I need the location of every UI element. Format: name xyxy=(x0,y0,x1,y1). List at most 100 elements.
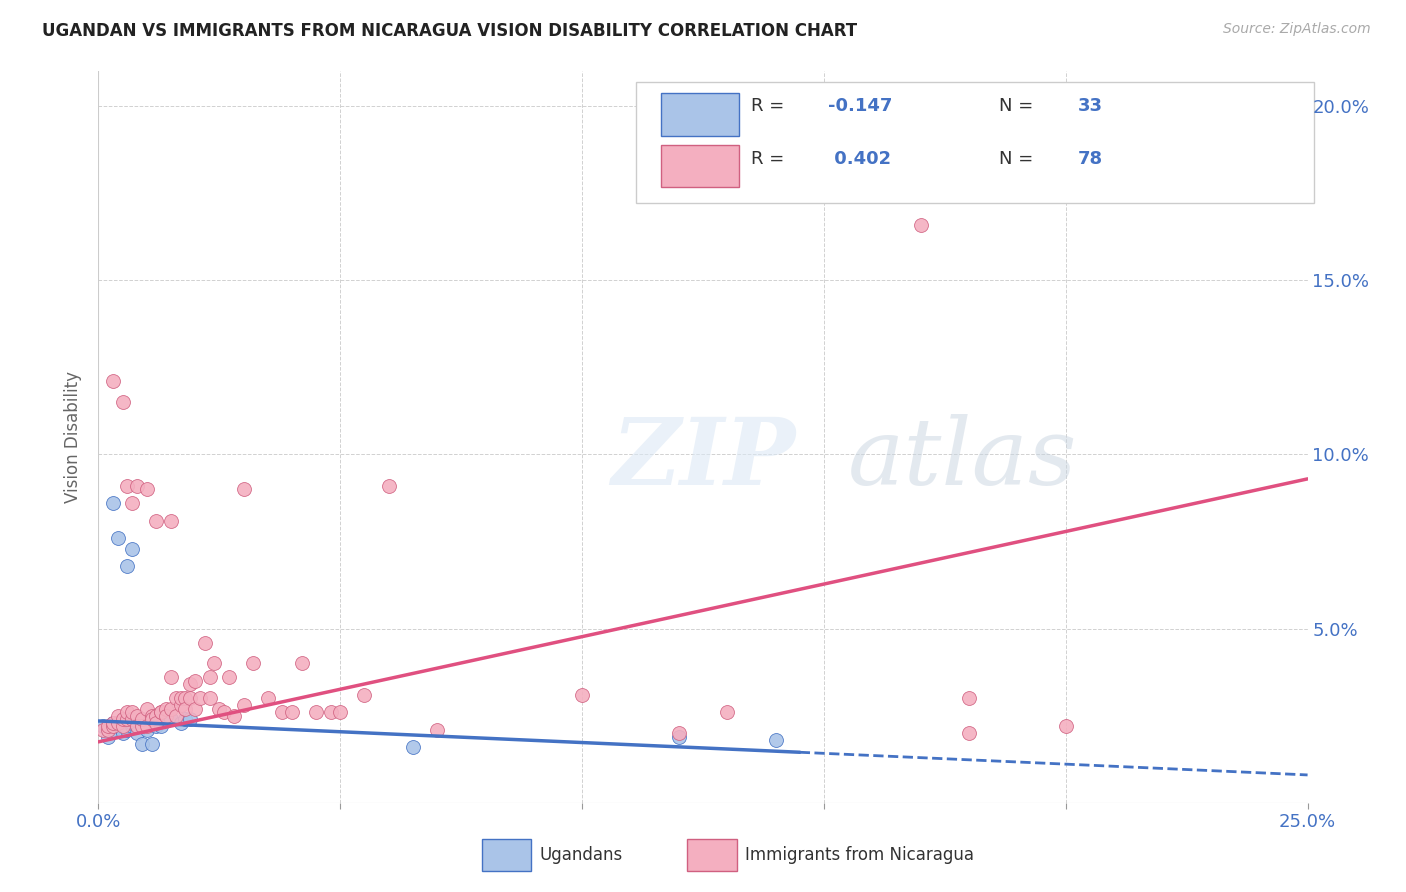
Point xyxy=(174,702,197,716)
Point xyxy=(150,719,173,733)
FancyBboxPatch shape xyxy=(688,838,737,871)
Point xyxy=(716,705,738,719)
Point xyxy=(256,691,278,706)
Point xyxy=(117,479,139,493)
Point xyxy=(111,395,134,409)
Text: atlas: atlas xyxy=(848,414,1077,504)
Text: Ugandans: Ugandans xyxy=(540,846,623,863)
Point xyxy=(97,723,120,737)
Point xyxy=(127,719,149,733)
Point xyxy=(131,719,153,733)
Point xyxy=(97,723,120,737)
Point xyxy=(184,673,207,688)
Point xyxy=(131,712,153,726)
Point xyxy=(145,715,167,730)
Point xyxy=(135,483,157,497)
Point xyxy=(765,733,787,747)
Point xyxy=(155,702,177,716)
Point xyxy=(377,479,399,493)
Point xyxy=(169,715,191,730)
Point xyxy=(179,677,201,691)
Point xyxy=(290,657,312,671)
Point xyxy=(232,698,254,713)
Point xyxy=(141,715,163,730)
Point xyxy=(174,691,197,706)
Point xyxy=(160,514,183,528)
Point xyxy=(141,737,163,751)
Point xyxy=(165,708,187,723)
Point xyxy=(101,723,124,737)
Point xyxy=(117,712,139,726)
Point xyxy=(145,514,167,528)
Point xyxy=(319,705,342,719)
Point xyxy=(121,712,143,726)
Point xyxy=(117,705,139,719)
Point xyxy=(101,715,124,730)
Point xyxy=(198,691,221,706)
Point xyxy=(222,708,245,723)
FancyBboxPatch shape xyxy=(482,838,531,871)
Text: ZIP: ZIP xyxy=(610,414,796,504)
Point xyxy=(135,719,157,733)
Text: R =: R = xyxy=(751,96,790,115)
Point xyxy=(212,705,235,719)
Point xyxy=(571,688,593,702)
Point xyxy=(198,670,221,684)
Point xyxy=(165,691,187,706)
Point xyxy=(101,719,124,733)
Point xyxy=(111,719,134,733)
Point xyxy=(155,708,177,723)
Point xyxy=(127,708,149,723)
Point xyxy=(957,726,980,740)
Point xyxy=(111,712,134,726)
Point xyxy=(121,705,143,719)
Point xyxy=(131,737,153,751)
Y-axis label: Vision Disability: Vision Disability xyxy=(65,371,83,503)
Point xyxy=(668,730,690,744)
Point xyxy=(107,715,129,730)
Point xyxy=(101,715,124,730)
Point xyxy=(329,705,352,719)
Point xyxy=(910,218,932,232)
Text: 0.402: 0.402 xyxy=(828,150,890,168)
Text: N =: N = xyxy=(1000,150,1039,168)
Point xyxy=(169,691,191,706)
Text: 78: 78 xyxy=(1078,150,1102,168)
Point xyxy=(135,702,157,716)
Point xyxy=(97,719,120,733)
Point xyxy=(141,708,163,723)
Point xyxy=(131,719,153,733)
Point xyxy=(208,702,231,716)
Point xyxy=(145,719,167,733)
Point xyxy=(111,726,134,740)
Point xyxy=(121,719,143,733)
Point xyxy=(232,483,254,497)
Point xyxy=(271,705,294,719)
Point xyxy=(111,719,134,733)
Point xyxy=(426,723,449,737)
Point xyxy=(194,635,217,649)
Point xyxy=(160,712,183,726)
Point xyxy=(121,541,143,556)
Point xyxy=(218,670,240,684)
Point xyxy=(150,705,173,719)
Point xyxy=(160,670,183,684)
Point xyxy=(97,730,120,744)
Point xyxy=(160,702,183,716)
Point xyxy=(101,375,124,389)
Point xyxy=(127,726,149,740)
Text: R =: R = xyxy=(751,150,790,168)
Point xyxy=(179,712,201,726)
Point xyxy=(135,723,157,737)
Text: 33: 33 xyxy=(1078,96,1102,115)
Point xyxy=(305,705,328,719)
Point xyxy=(121,715,143,730)
Text: Immigrants from Nicaragua: Immigrants from Nicaragua xyxy=(745,846,974,863)
FancyBboxPatch shape xyxy=(661,94,740,136)
Point xyxy=(107,715,129,730)
Text: -0.147: -0.147 xyxy=(828,96,891,115)
Point xyxy=(353,688,375,702)
Text: UGANDAN VS IMMIGRANTS FROM NICARAGUA VISION DISABILITY CORRELATION CHART: UGANDAN VS IMMIGRANTS FROM NICARAGUA VIS… xyxy=(42,22,858,40)
Point xyxy=(242,657,264,671)
Point xyxy=(179,691,201,706)
